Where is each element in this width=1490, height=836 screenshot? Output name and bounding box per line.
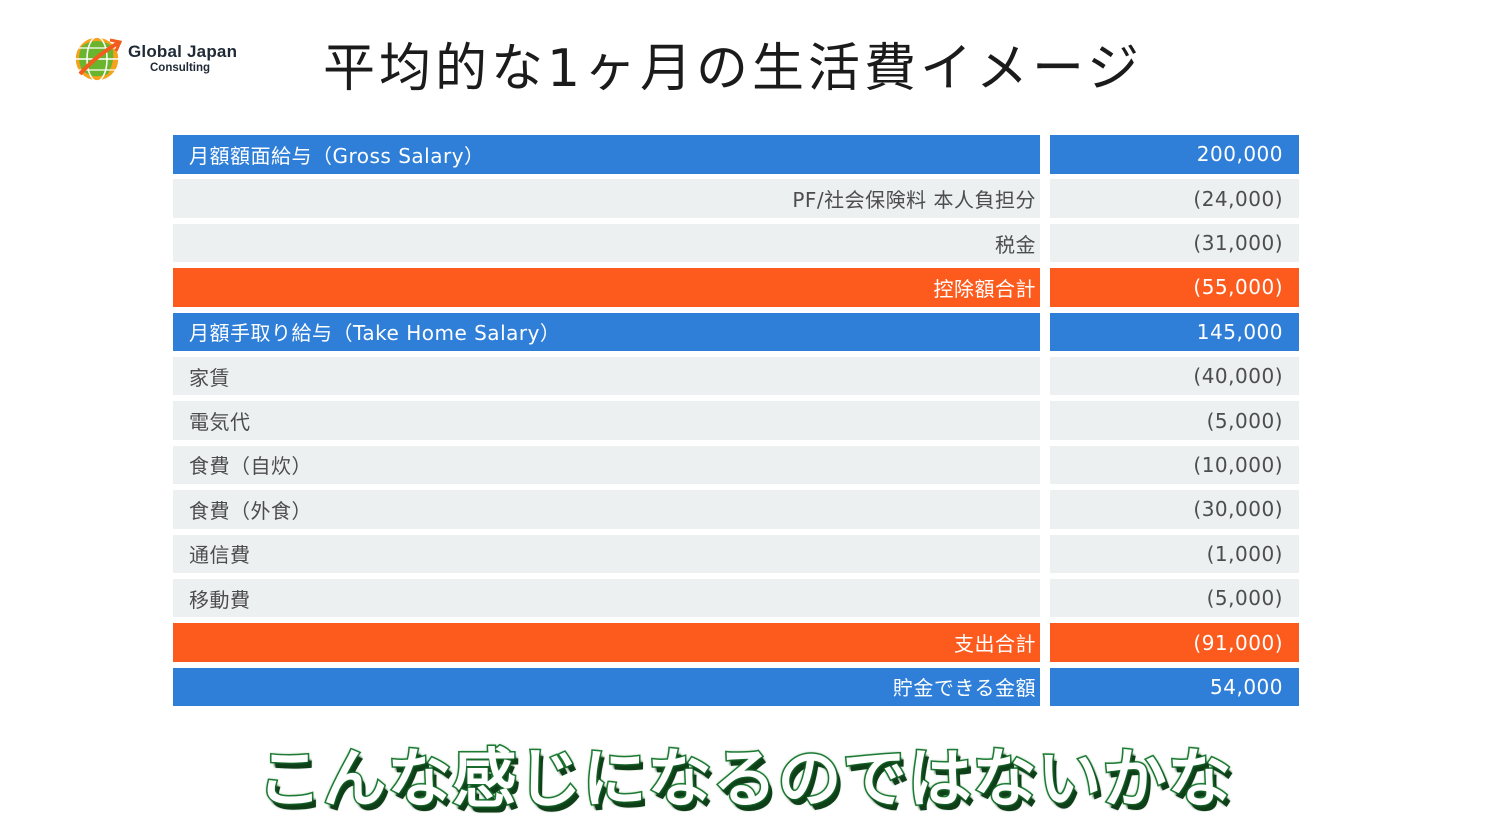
cost-table: 月額額面給与（Gross Salary） 200,000 PF/社会保険料 本人負担… [173, 135, 1299, 712]
globe-logo-icon [74, 36, 122, 82]
table-row: 電気代 (5,000) [173, 401, 1299, 440]
row-value: (5,000) [1050, 401, 1299, 440]
row-label: 食費（外食） [173, 490, 1040, 529]
logo-company-name: Global Japan [128, 42, 238, 62]
row-value: 145,000 [1050, 312, 1299, 352]
row-value: (30,000) [1050, 490, 1299, 529]
row-value: (31,000) [1050, 223, 1299, 263]
row-label: 支出合計 [173, 623, 1040, 662]
table-row: 食費（外食） (30,000) [173, 490, 1299, 529]
table-row: 控除額合計 (55,000) [173, 268, 1299, 307]
row-label: 税金 [173, 223, 1040, 263]
row-label: 控除額合計 [173, 268, 1040, 307]
row-value: (91,000) [1050, 623, 1299, 662]
table-row: 家賃 (40,000) [173, 356, 1299, 396]
row-value: (1,000) [1050, 534, 1299, 574]
row-value: (24,000) [1050, 179, 1299, 218]
row-label: 食費（自炊） [173, 445, 1040, 485]
table-row: 税金 (31,000) [173, 223, 1299, 263]
row-label: 電気代 [173, 401, 1040, 440]
table-row: 貯金できる金額 54,000 [173, 667, 1299, 707]
row-value: (5,000) [1050, 578, 1299, 618]
table-row: 食費（自炊） (10,000) [173, 445, 1299, 485]
company-logo: Global Japan Consulting [72, 34, 237, 84]
table-row: 月額額面給与（Gross Salary） 200,000 [173, 135, 1299, 174]
table-row: 通信費 (1,000) [173, 534, 1299, 574]
row-value: (40,000) [1050, 356, 1299, 396]
row-value: (55,000) [1050, 268, 1299, 307]
subtitle-caption: こんな感じになるのではないかな [256, 742, 1233, 819]
row-label: 移動費 [173, 578, 1040, 618]
table-row: PF/社会保険料 本人負担分 (24,000) [173, 179, 1299, 218]
page-title: 平均的な1ヶ月の生活費イメージ [322, 39, 1144, 99]
row-value: (10,000) [1050, 445, 1299, 485]
row-label: 月額額面給与（Gross Salary） [173, 135, 1040, 174]
table-row: 支出合計 (91,000) [173, 623, 1299, 662]
row-label: 家賃 [173, 356, 1040, 396]
logo-company-subtitle: Consulting [150, 62, 211, 75]
table-row: 月額手取り給与（Take Home Salary） 145,000 [173, 312, 1299, 352]
row-label: PF/社会保険料 本人負担分 [173, 179, 1040, 218]
table-row: 移動費 (5,000) [173, 578, 1299, 618]
row-label: 月額手取り給与（Take Home Salary） [173, 312, 1040, 352]
row-label: 通信費 [173, 534, 1040, 574]
row-label: 貯金できる金額 [173, 667, 1040, 707]
row-value: 54,000 [1050, 667, 1299, 707]
row-value: 200,000 [1050, 135, 1299, 174]
